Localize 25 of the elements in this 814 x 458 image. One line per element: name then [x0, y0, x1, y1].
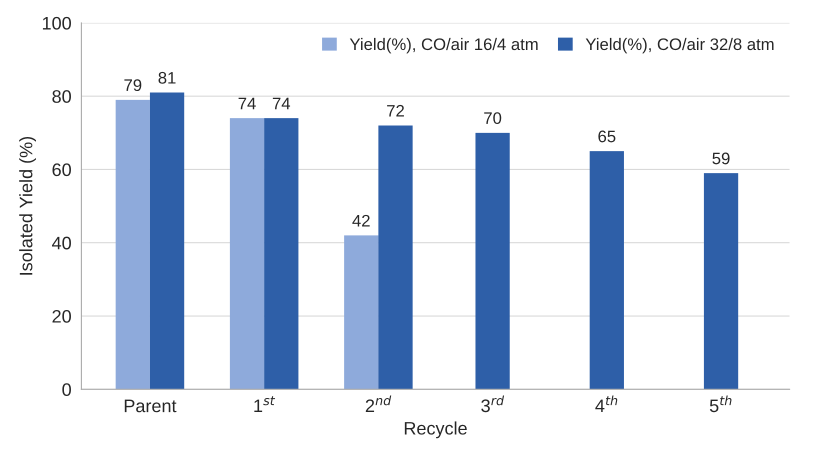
- x-tick-label: 2$^{nd}$: [366, 395, 392, 412]
- data-label: 70: [484, 112, 502, 124]
- data-label: 74: [238, 98, 256, 110]
- legend-label: Yield(%), CO/air 16/4 atm: [350, 38, 538, 54]
- y-tick-label: 0: [62, 383, 71, 396]
- data-label: 81: [158, 72, 176, 84]
- y-tick-label: 80: [52, 90, 71, 103]
- y-tick-label: 40: [52, 236, 71, 250]
- data-label: 65: [598, 130, 616, 142]
- x-axis-title: Recycle: [404, 421, 467, 438]
- y-tick-label: 60: [52, 163, 71, 176]
- x-tick-label: 4$^{th}$: [595, 395, 618, 412]
- data-label: 72: [387, 104, 404, 117]
- y-axis-title: Isolated Yield (%): [19, 136, 36, 275]
- data-label: 74: [272, 98, 290, 110]
- x-tick-label: 5$^{th}$: [710, 395, 732, 412]
- data-label: 59: [712, 152, 730, 164]
- y-tick-label: 20: [52, 310, 71, 323]
- legend-label: Yield(%), CO/air 32/8 atm: [586, 38, 774, 54]
- x-tick-label: Parent: [124, 400, 176, 412]
- y-tick-label: 100: [42, 16, 71, 30]
- x-tick-label: 3$^{rd}$: [481, 395, 504, 412]
- x-tick-label: 1$^{st}$: [254, 396, 276, 412]
- data-label: 42: [352, 214, 370, 226]
- data-label: 79: [124, 79, 142, 92]
